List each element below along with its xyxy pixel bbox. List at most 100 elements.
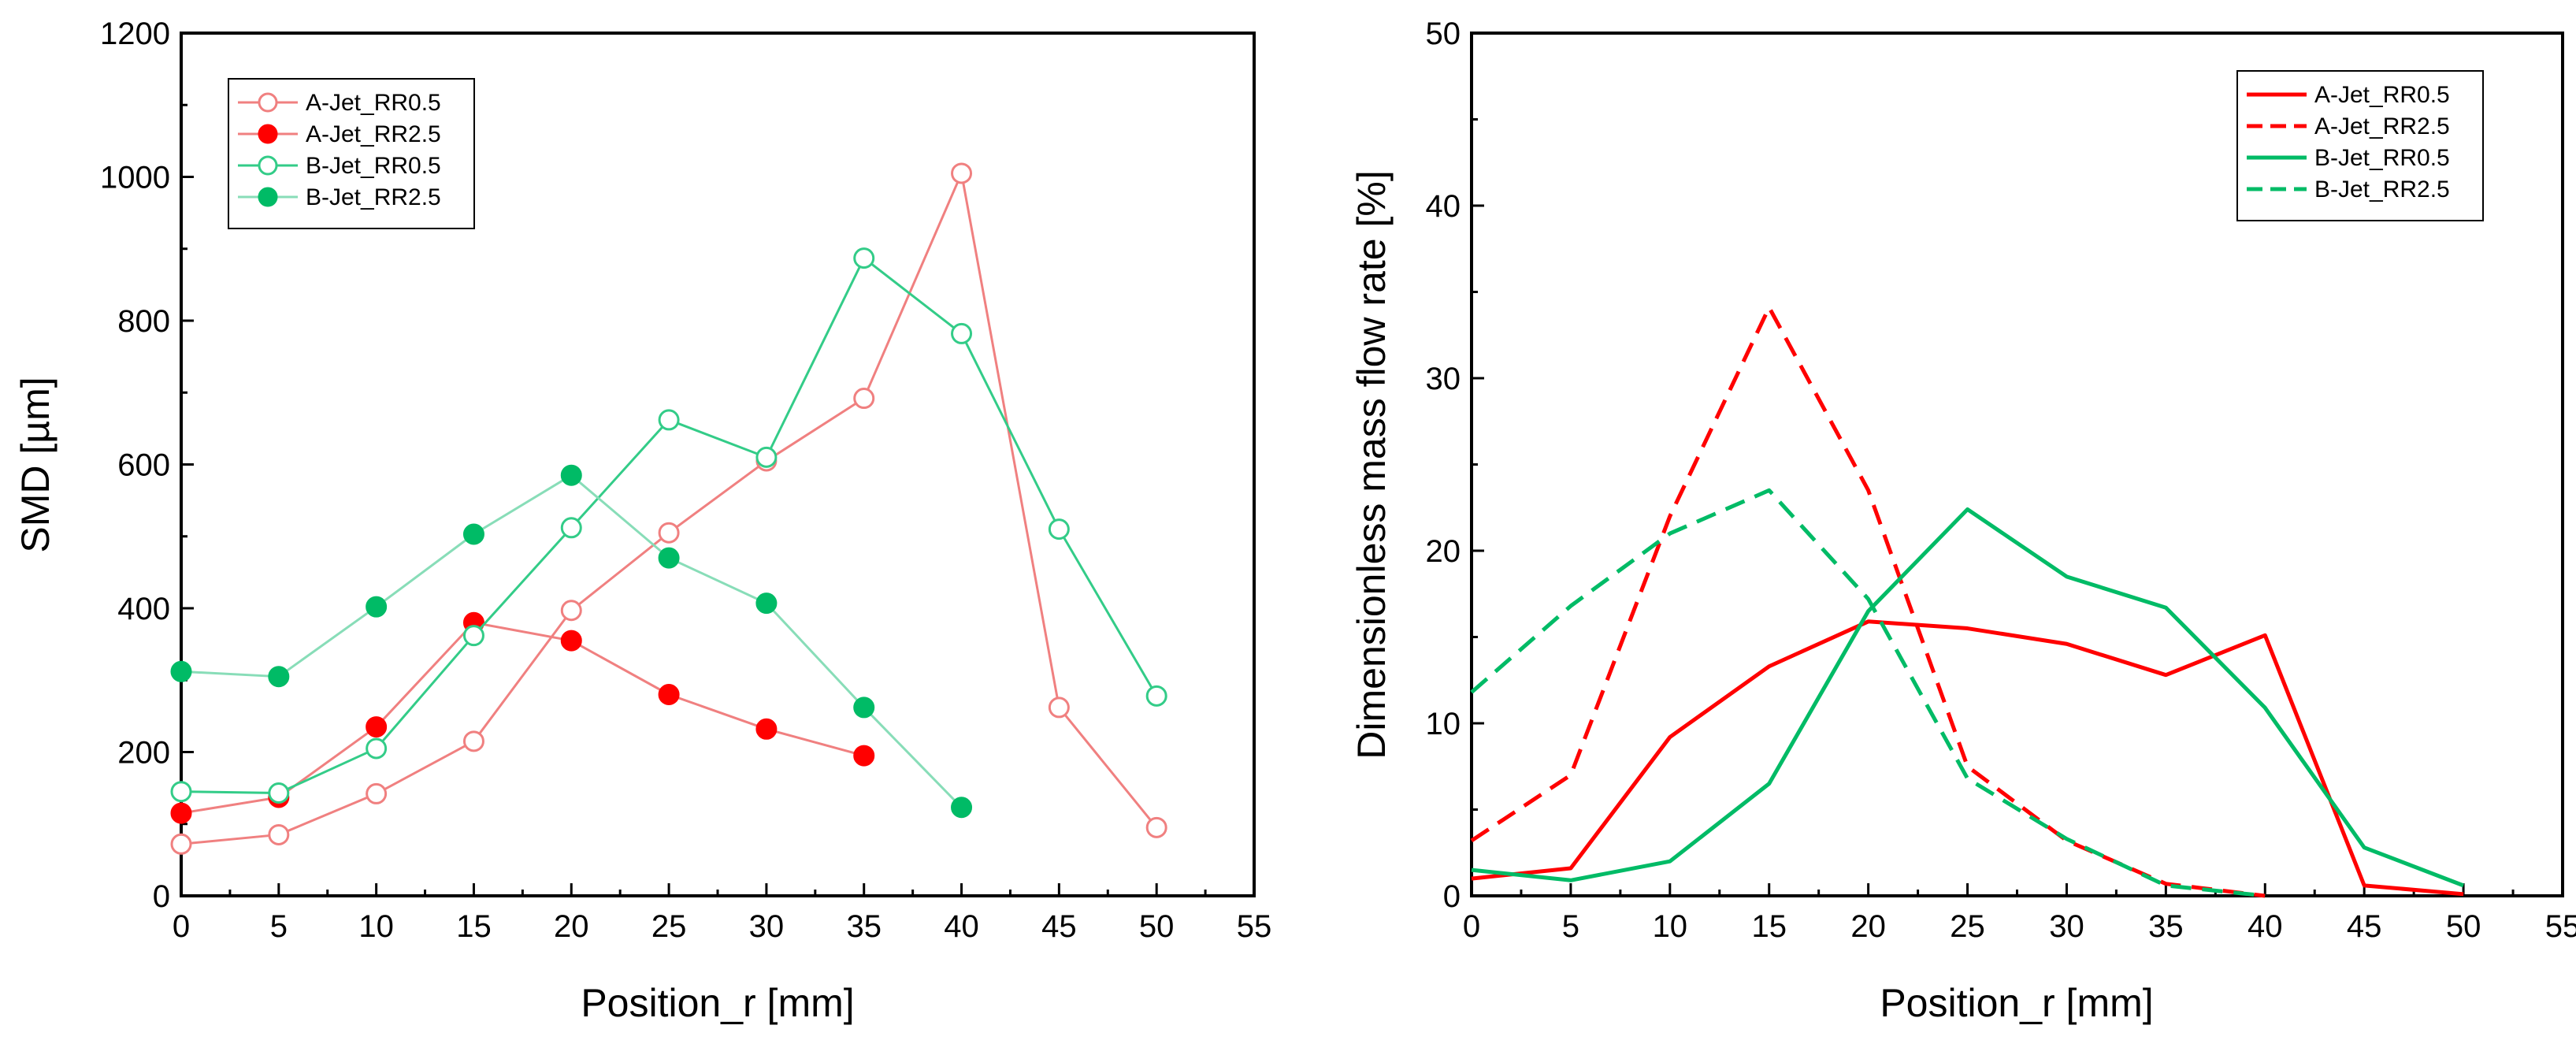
mass-flow-x-tick-label: 0 xyxy=(1463,909,1480,944)
mass-flow-y-tick-label: 30 xyxy=(1426,362,1461,396)
smd-x-axis-title: Position_r [mm] xyxy=(581,981,854,1025)
smd-series xyxy=(170,162,1167,855)
smd-x-tick-label: 10 xyxy=(358,909,394,944)
smd-x-tick-label: 20 xyxy=(554,909,589,944)
mass-flow-legend-label: B-Jet_RR0.5 xyxy=(2314,145,2450,171)
smd-data-point xyxy=(658,547,680,569)
smd-x-tick-label: 50 xyxy=(1139,909,1175,944)
smd-series-line-0 xyxy=(180,172,1158,845)
mass-flow-x-tick-label: 50 xyxy=(2446,909,2481,944)
smd-data-point xyxy=(462,730,484,752)
mass-flow-series-line-2 xyxy=(1471,507,2464,888)
mass-flow-legend-label: B-Jet_RR2.5 xyxy=(2314,176,2450,202)
smd-data-point xyxy=(658,684,680,705)
smd-data-point xyxy=(755,593,778,615)
smd-data-point xyxy=(268,782,290,804)
smd-data-point xyxy=(560,630,582,652)
smd-data-point xyxy=(951,322,973,344)
smd-data-point xyxy=(366,782,388,804)
smd-data-point xyxy=(366,716,388,738)
smd-data-point xyxy=(755,446,778,468)
smd-y-axis-title: SMD [µm] xyxy=(13,377,58,552)
smd-data-point xyxy=(462,523,484,545)
smd-legend-marker xyxy=(258,155,278,176)
smd-legend-label: B-Jet_RR2.5 xyxy=(306,184,441,210)
smd-data-point xyxy=(1048,697,1070,719)
mass-flow-y-tick-label: 50 xyxy=(1426,17,1461,51)
mass-flow-x-tick-label: 40 xyxy=(2248,909,2283,944)
mass-flow-series xyxy=(1470,305,2464,898)
smd-data-point xyxy=(268,666,290,688)
mass-flow-x-tick-label: 10 xyxy=(1653,909,1688,944)
smd-chart: 0 5 10 15 20 25 30 35 40 45 50 55 0 200 400 600 800 1000 1… xyxy=(13,17,1271,1025)
mass-flow-series-line-0 xyxy=(1471,619,2464,897)
mass-flow-y-tick-label: 0 xyxy=(1443,879,1461,914)
smd-legend-marker xyxy=(258,187,278,207)
smd-data-point xyxy=(951,797,973,819)
smd-data-point xyxy=(853,388,875,410)
smd-y-tick-label: 800 xyxy=(117,304,170,339)
mass-flow-legend: A-Jet_RR0.5 A-Jet_RR2.5 B-Jet_RR0.5 B-Jet_R… xyxy=(2236,70,2484,221)
smd-y-tick-label: 1000 xyxy=(100,161,170,195)
mass-flow-axis-ticks: 0 5 10 15 20 25 30 35 40 45 50 55 0 10 20 30 40 50 xyxy=(1426,17,2576,944)
mass-flow-legend-label: A-Jet_RR2.5 xyxy=(2314,113,2450,139)
smd-y-tick-label: 200 xyxy=(117,736,170,771)
mass-flow-x-tick-label: 30 xyxy=(2049,909,2084,944)
smd-data-point xyxy=(560,600,582,622)
smd-legend-marker xyxy=(258,124,278,144)
mass-flow-x-tick-label: 20 xyxy=(1850,909,1886,944)
smd-data-point xyxy=(658,409,680,431)
smd-x-tick-label: 15 xyxy=(456,909,492,944)
smd-data-point xyxy=(1048,518,1070,541)
smd-data-point xyxy=(560,464,582,486)
smd-legend-label: A-Jet_RR0.5 xyxy=(306,90,441,116)
smd-x-tick-label: 30 xyxy=(749,909,785,944)
smd-axis-ticks: 0 5 10 15 20 25 30 35 40 45 50 55 0 200 400 600 800 1000 1… xyxy=(100,17,1271,944)
smd-data-point xyxy=(560,517,582,539)
smd-data-point xyxy=(658,522,680,544)
mass-flow-y-tick-label: 20 xyxy=(1426,534,1461,569)
mass-flow-x-tick-label: 45 xyxy=(2347,909,2382,944)
smd-data-point xyxy=(853,697,875,719)
mass-flow-x-tick-label: 25 xyxy=(1950,909,1985,944)
mass-flow-chart: 0 5 10 15 20 25 30 35 40 45 50 55 0 10 20 30 40 50 Positi… xyxy=(1349,17,2576,1025)
smd-data-point xyxy=(366,737,388,760)
smd-x-tick-label: 5 xyxy=(270,909,288,944)
mass-flow-y-tick-label: 40 xyxy=(1426,189,1461,224)
smd-x-tick-label: 0 xyxy=(173,909,190,944)
smd-data-point xyxy=(1145,685,1167,707)
smd-data-point xyxy=(853,247,875,269)
smd-data-point xyxy=(170,660,192,682)
smd-y-tick-label: 1200 xyxy=(100,17,170,51)
smd-data-point xyxy=(755,718,778,740)
smd-x-tick-label: 35 xyxy=(846,909,882,944)
mass-flow-x-tick-label: 55 xyxy=(2545,909,2576,944)
smd-x-tick-label: 55 xyxy=(1237,909,1272,944)
smd-y-tick-label: 400 xyxy=(117,592,170,626)
mass-flow-x-tick-label: 5 xyxy=(1562,909,1579,944)
mass-flow-y-tick-label: 10 xyxy=(1426,707,1461,741)
mass-flow-x-axis-title: Position_r [mm] xyxy=(1880,981,2153,1025)
smd-data-point xyxy=(1145,816,1167,838)
mass-flow-x-tick-label: 15 xyxy=(1751,909,1787,944)
mass-flow-x-tick-label: 35 xyxy=(2148,909,2184,944)
smd-data-point xyxy=(462,625,484,647)
smd-data-point xyxy=(853,745,875,767)
smd-x-tick-label: 25 xyxy=(651,909,687,944)
smd-legend-label: B-Jet_RR0.5 xyxy=(306,153,441,179)
smd-data-point xyxy=(170,781,192,803)
smd-legend-marker xyxy=(258,92,278,113)
smd-x-tick-label: 45 xyxy=(1041,909,1077,944)
mass-flow-legend-label: A-Jet_RR0.5 xyxy=(2314,82,2450,108)
smd-data-point xyxy=(268,823,290,845)
smd-x-tick-label: 40 xyxy=(944,909,979,944)
smd-legend-label: A-Jet_RR2.5 xyxy=(306,121,441,147)
smd-data-point xyxy=(170,802,192,824)
mass-flow-series-line-1 xyxy=(1470,305,2266,898)
smd-data-point xyxy=(366,596,388,618)
smd-data-point xyxy=(951,162,973,184)
smd-legend: A-Jet_RR0.5 A-Jet_RR2.5 B-Jet_RR0.5 B-Jet_R… xyxy=(228,78,475,229)
smd-y-tick-label: 600 xyxy=(117,448,170,483)
mass-flow-y-axis-title: Dimensionless mass flow rate [%] xyxy=(1349,170,1394,759)
